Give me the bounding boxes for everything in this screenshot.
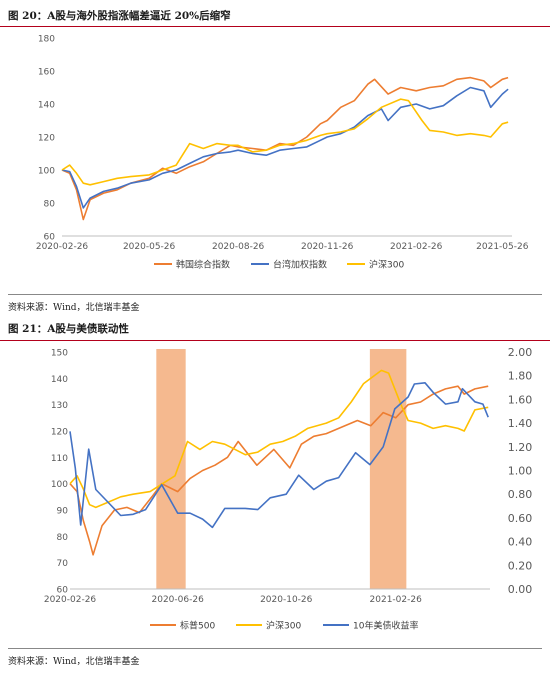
y-right-tick-label: 0.60 <box>508 512 533 525</box>
y-tick-label: 120 <box>38 134 55 144</box>
figure-20-svg: 60 80 100 120 140 160 180 2020-02-26 2020-05-26 2… <box>36 35 529 271</box>
x-tick-label: 2020-02-26 <box>36 242 89 252</box>
y-right-tick-label: 0.00 <box>508 583 533 596</box>
series-line-2 <box>61 86 509 209</box>
y-left-tick-label: 80 <box>57 533 69 543</box>
y-right-tick-label: 0.40 <box>508 536 533 549</box>
shaded-period <box>156 349 186 589</box>
y-left-tick-label: 150 <box>51 349 68 359</box>
y-right-tick-label: 1.00 <box>508 465 533 478</box>
x-tick-label: 2020-02-26 <box>44 595 97 605</box>
y-left-tick-label: 70 <box>57 559 69 569</box>
y-tick-label: 160 <box>38 68 55 78</box>
figure-20-top-rule <box>0 26 550 27</box>
legend-label: 沪深300 <box>369 259 404 271</box>
legend-label: 沪深300 <box>266 620 301 632</box>
figure-21-title: 图 21：A股与美债联动性 <box>8 323 129 335</box>
y-tick-label: 140 <box>38 101 55 111</box>
series-line-1 <box>69 385 489 556</box>
y-right-tick-label: 1.20 <box>508 441 533 454</box>
series-line-3 <box>69 381 489 529</box>
figure-20-bottom-rule <box>8 294 542 295</box>
y-tick-label: 60 <box>44 233 56 243</box>
y-right-tick-label: 2.00 <box>508 346 533 359</box>
y-tick-label: 80 <box>44 200 56 210</box>
figure-21-top-rule <box>0 340 550 341</box>
x-tick-label: 2021-02-26 <box>390 242 443 252</box>
y-right-tick-label: 1.80 <box>508 370 533 383</box>
series-line-2 <box>69 369 489 509</box>
y-left-tick-label: 100 <box>51 480 68 490</box>
y-left-tick-label: 130 <box>51 401 68 411</box>
y-left-tick-label: 120 <box>51 428 68 438</box>
figure-21-bottom-rule <box>8 648 542 649</box>
x-tick-label: 2020-10-26 <box>260 595 313 605</box>
y-right-tick-label: 0.20 <box>508 559 533 572</box>
figure-21-chart: 60 70 80 90 100 110 120 130 140 150 0.00 0.20 0.40 0.… <box>0 342 550 646</box>
shaded-period <box>369 349 407 589</box>
y-left-tick-label: 140 <box>51 375 68 385</box>
figure-21-source: 资料来源：Wind，北信瑞丰基金 <box>8 657 140 667</box>
y-right-tick-label: 0.80 <box>508 488 533 501</box>
y-left-tick-label: 90 <box>57 507 69 517</box>
series-line-1 <box>61 76 509 221</box>
x-tick-label: 2020-11-26 <box>301 242 354 252</box>
legend-label: 韩国综合指数 <box>176 259 230 271</box>
y-left-tick-label: 60 <box>57 586 69 596</box>
x-tick-label: 2020-05-26 <box>123 242 176 252</box>
y-right-tick-label: 1.60 <box>508 393 533 406</box>
figure-20-chart: 60 80 100 120 140 160 180 2020-02-26 2020-05-26 2… <box>0 28 550 290</box>
y-left-tick-label: 110 <box>51 454 68 464</box>
y-tick-label: 180 <box>38 35 55 45</box>
y-tick-label: 100 <box>38 167 55 177</box>
legend-label: 标普500 <box>180 620 215 632</box>
figure-21-svg: 60 70 80 90 100 110 120 130 140 150 0.00 0.20 0.40 0.… <box>44 346 533 632</box>
x-tick-label: 2021-02-26 <box>370 595 423 605</box>
series-line-3 <box>61 98 509 186</box>
legend-label: 台湾加权指数 <box>273 259 327 271</box>
figure-20-source: 资料来源：Wind，北信瑞丰基金 <box>8 303 140 313</box>
x-tick-label: 2020-06-26 <box>152 595 205 605</box>
figure-20-title: 图 20：A股与海外股指涨幅差逼近 20%后缩窄 <box>8 10 231 22</box>
x-tick-label: 2020-08-26 <box>212 242 265 252</box>
x-tick-label: 2021-05-26 <box>476 242 529 252</box>
legend-label: 10年美债收益率 <box>353 620 418 632</box>
y-right-tick-label: 1.40 <box>508 417 533 430</box>
